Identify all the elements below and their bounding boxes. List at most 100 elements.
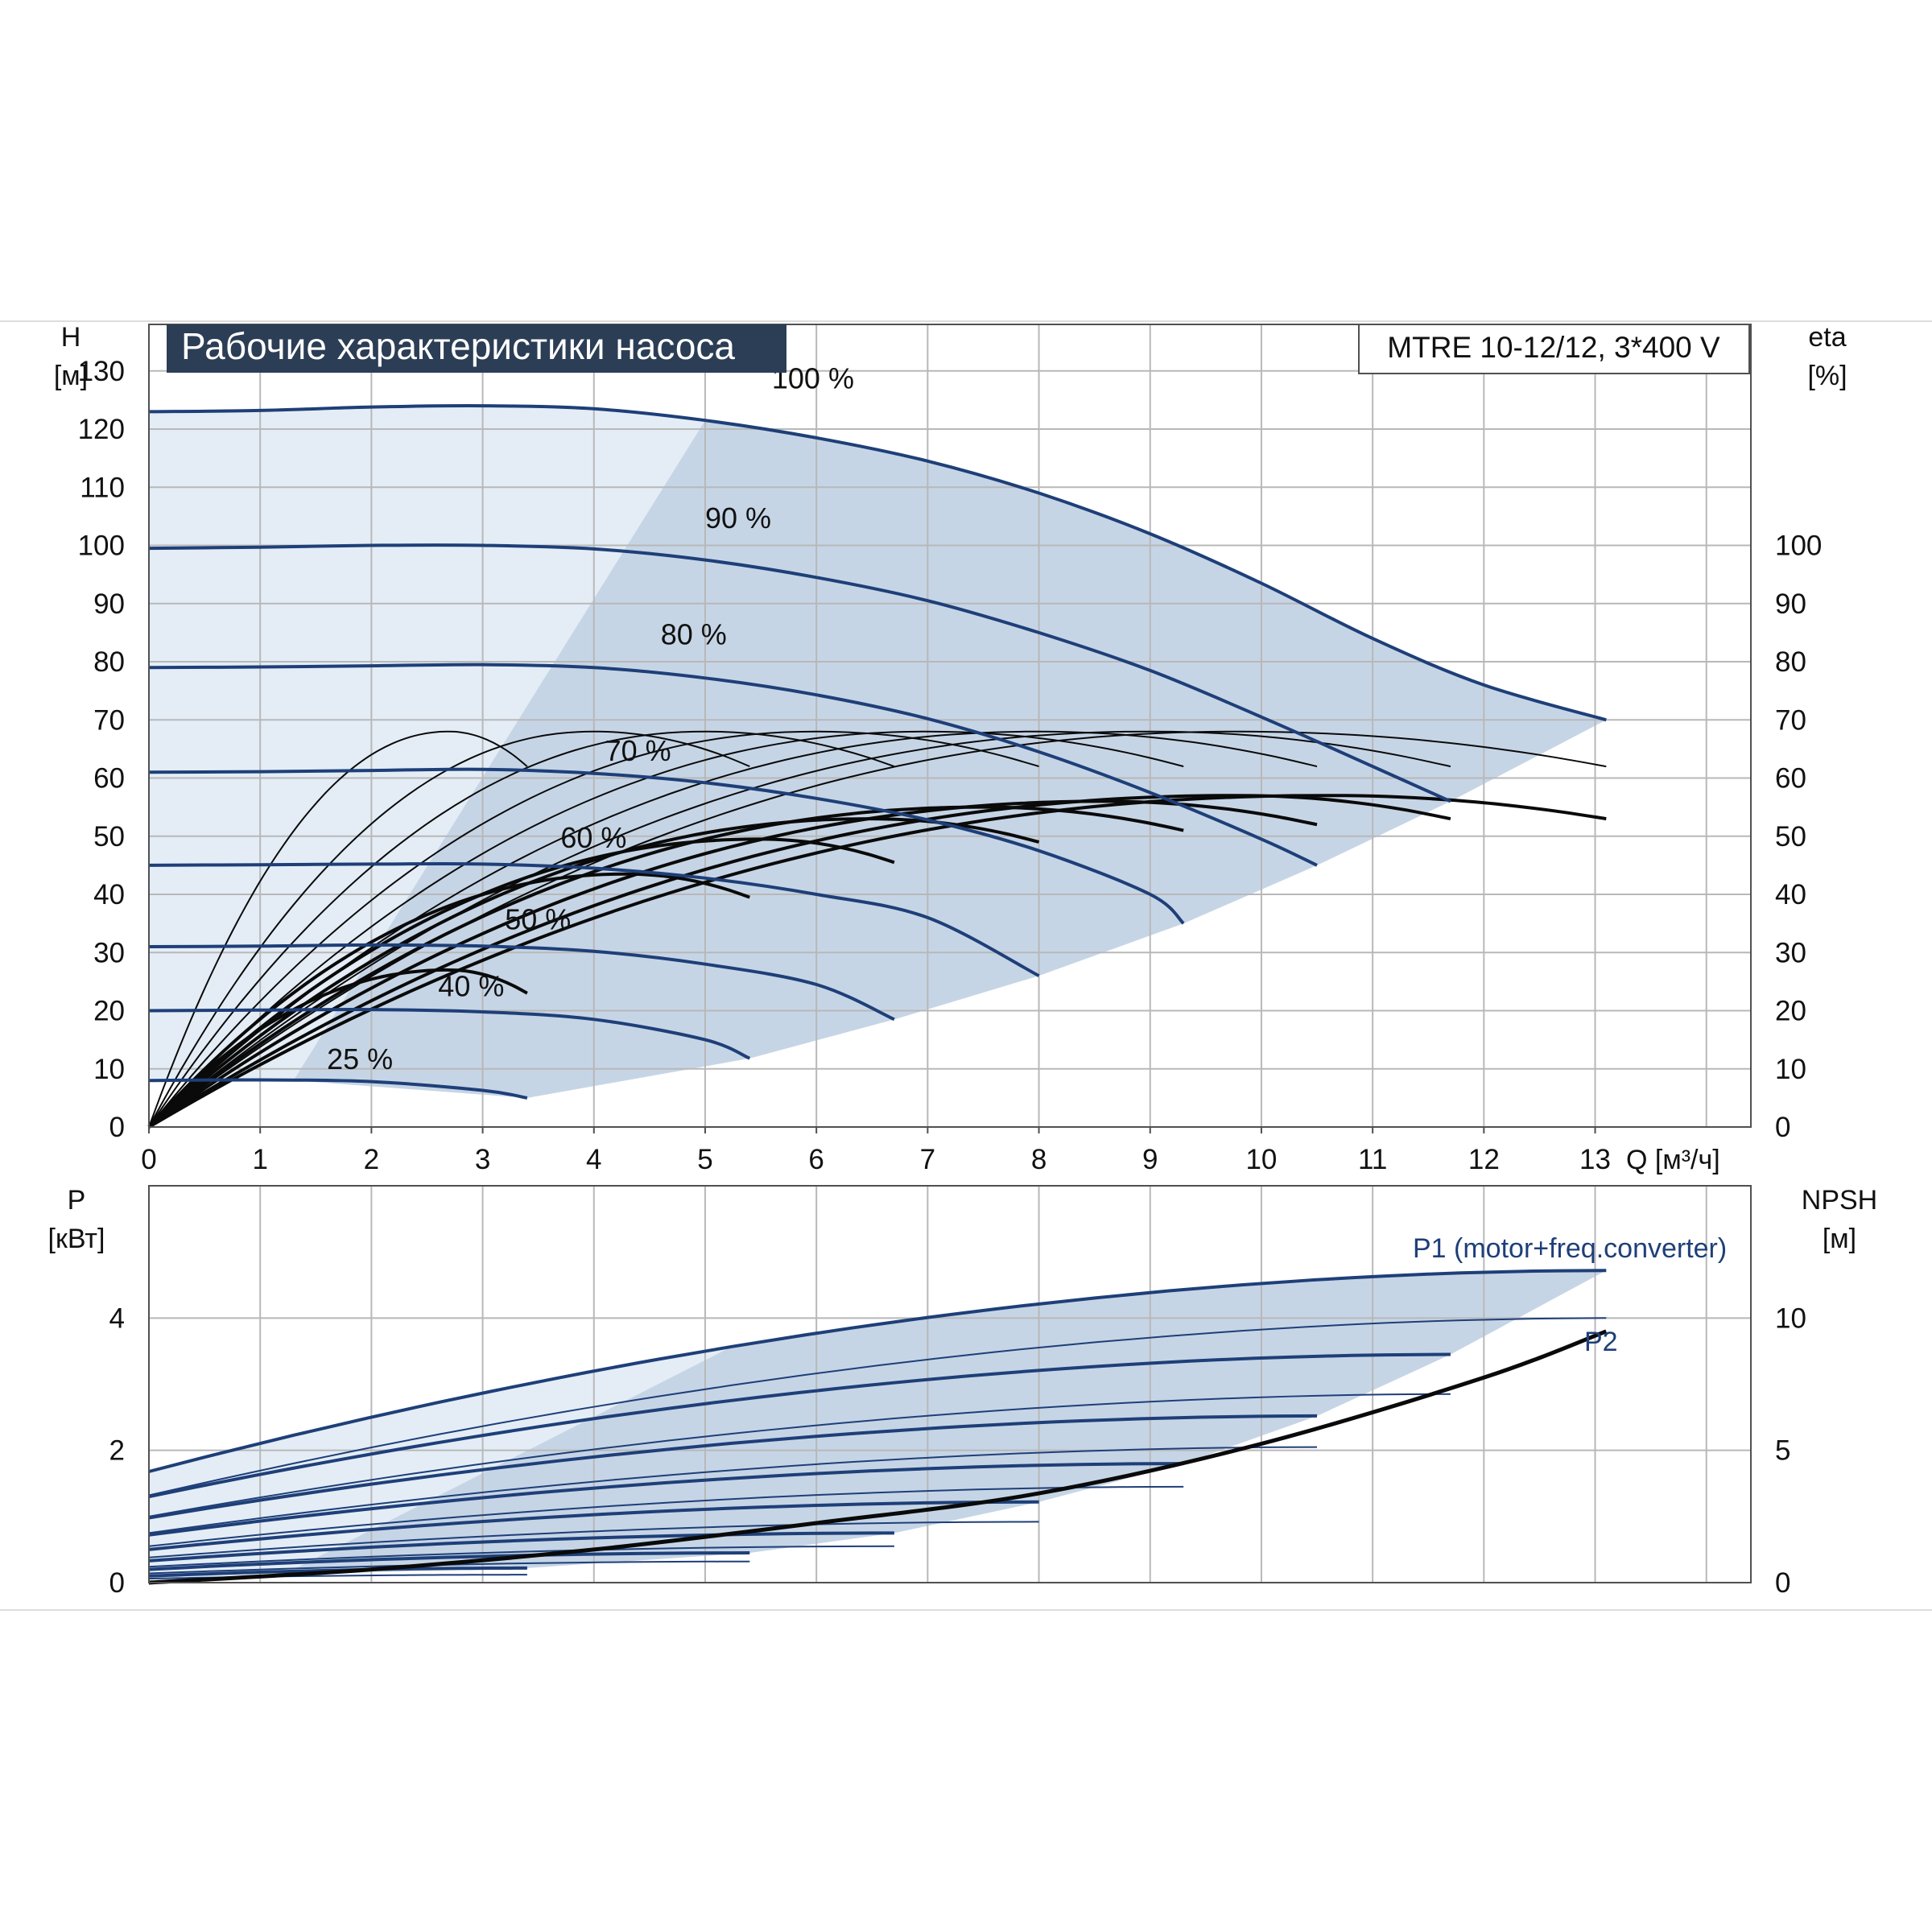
efficiency-curve-lower [147,799,1318,1129]
y-left-tick-label: 130 [78,356,125,387]
p2-curve [148,1393,1451,1517]
bottom-operating-area [149,1270,1607,1579]
y-left-tick-label: 40 [93,879,125,910]
y-left-tick-label: 0 [109,1112,125,1143]
x-tick-label: 7 [920,1144,935,1175]
power-axis-label: P [68,1185,86,1216]
top-operating-area [149,406,1607,1098]
top-y-left-tick-labels: 0 10 20 30 40 50 60 70 80 90 100 110 120 130 [78,356,125,1143]
model-box [1358,324,1750,374]
y-right-tick-label: 90 [1775,588,1806,620]
bottom-plot-frame [148,1185,1752,1583]
speed-curve [148,1078,528,1100]
x-tick-label: 12 [1468,1144,1500,1175]
x-tick-label: 3 [475,1144,490,1175]
y-right-tick-label: 0 [1775,1112,1790,1143]
p2-curve [148,1317,1607,1496]
x-tick-label: 10 [1245,1144,1277,1175]
speed-curve [148,663,1318,867]
y-left-tick-label: 110 [80,472,125,503]
speed-curve [148,767,1185,925]
top-plot-frame [148,324,1752,1128]
npsh-tick-label: 10 [1775,1302,1806,1334]
efficiency-curve-lower [148,794,1607,1129]
y-right-tick-label: 20 [1775,996,1806,1027]
power-axis-unit: [кВт] [48,1224,105,1254]
y-left-label: H [61,322,81,353]
speed-label: 25 % [327,1042,393,1075]
y-right-tick-label: 100 [1775,530,1822,562]
x-tick-label: 0 [141,1144,156,1175]
speed-curves [148,404,1607,1100]
p2-series-label: P2 [1584,1327,1618,1357]
efficiency-curve-lower [147,872,750,1129]
p1-curve [148,1414,1318,1520]
y-right-tick-label: 40 [1775,879,1806,910]
npsh-tick-label: 0 [1775,1567,1790,1599]
speed-curve [148,543,1451,803]
bottom-y-left-tick-labels: 0 2 4 [109,1302,125,1599]
p1-curve [148,1551,750,1571]
speed-label: 90 % [705,502,771,535]
x-tick-label: 8 [1031,1144,1046,1175]
x-tick-label: 5 [697,1144,712,1175]
speed-label: 60 % [560,821,626,854]
bottom-y-right-tick-labels: 0 5 10 [1775,1302,1806,1599]
y-left-tick-label: 30 [93,937,125,968]
y-left-tick-label: 100 [78,530,125,562]
title-box [167,324,786,373]
efficiency-curve-upper [148,730,1039,1128]
p2-curve [148,1545,894,1568]
efficiency-curve-lower [147,794,1451,1129]
operating-area-dark [293,420,1607,1098]
speed-curve [148,862,1040,977]
power-tick-label: 0 [109,1567,125,1599]
p1-series-label: P1 (motor+freq.converter) [1413,1233,1727,1264]
y-right-tick-label: 60 [1775,763,1806,795]
speed-label: 80 % [661,617,727,650]
y-left-tick-label: 20 [93,996,125,1027]
x-tick-label: 6 [808,1144,824,1175]
y-left-tick-label: 70 [93,704,125,736]
x-tick-label: 1 [252,1144,267,1175]
efficiency-curve-upper [148,730,1451,1128]
y-left-tick-label: 120 [78,414,125,445]
y-left-tick-label: 80 [93,646,125,678]
y-left-unit: [м] [54,361,88,391]
y-left-tick-label: 90 [93,588,125,620]
y-right-tick-label: 30 [1775,937,1806,968]
x-tick-label: 11 [1358,1144,1387,1175]
p1-curve [148,1500,1039,1551]
y-right-unit: [%] [1807,361,1847,391]
npsh-line [148,1329,1608,1585]
efficiency-curves [147,730,1607,1129]
p1-curve [148,1462,1184,1537]
top-y-right-tick-labels: 0 10 20 30 40 50 60 70 80 90 100 [1775,530,1822,1143]
x-tick-label: 13 [1579,1144,1611,1175]
speed-curve [148,943,895,1022]
p2-curve [148,1521,1039,1558]
x-tick-label: 4 [586,1144,601,1175]
y-right-tick-label: 70 [1775,704,1806,736]
npsh-axis-unit: [м] [1823,1224,1856,1254]
model-label: MTRE 10-12/12, 3*400 V [1387,331,1720,364]
x-axis-label: Q [м³/ч] [1626,1145,1720,1175]
p2-curve [148,1446,1318,1534]
p1-curve [148,1269,1607,1473]
speed-label: 40 % [438,969,504,1002]
speed-curve-labels: 100 %90 %80 %70 %60 %50 %40 %25 % [327,361,854,1075]
npsh-axis-label: NPSH [1802,1185,1877,1216]
npsh-tick-label: 5 [1775,1435,1790,1467]
p2-curve [148,1485,1184,1547]
y-left-tick-label: 60 [93,763,125,795]
npsh-curve [148,1329,1608,1585]
efficiency-curve-upper [148,730,1184,1128]
chart-title: Рабочие характеристики насоса [181,325,735,367]
p1-curve [148,1531,894,1563]
power-area-dark [293,1270,1607,1570]
x-tick-label: 2 [364,1144,379,1175]
top-x-tick-labels: 0 1 2 3 4 5 6 7 8 9 10 11 12 13 [141,1127,1611,1175]
y-right-tick-label: 10 [1775,1054,1806,1085]
speed-curve [148,404,1607,722]
